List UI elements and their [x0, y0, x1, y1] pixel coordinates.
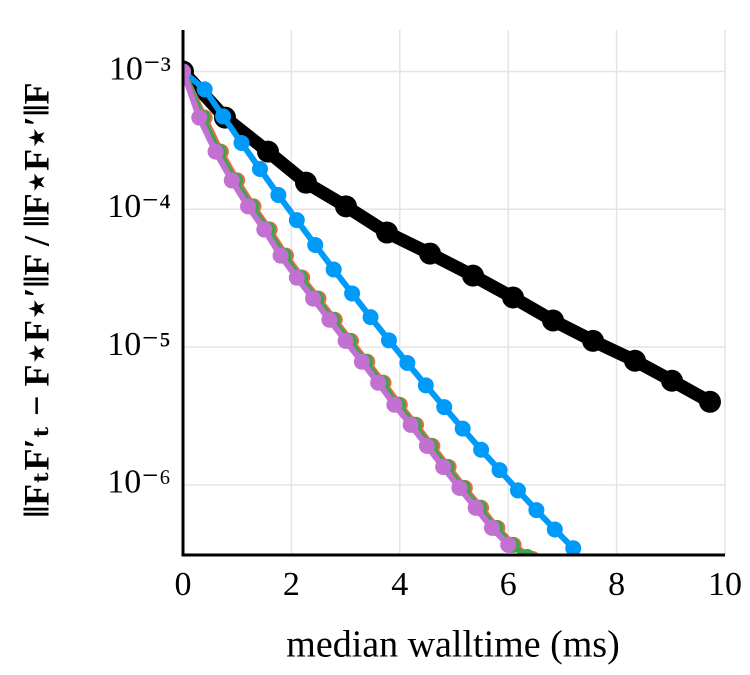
- x-tick-label: 10: [708, 566, 742, 603]
- data-point: [307, 236, 324, 253]
- series-line: [183, 69, 576, 551]
- y-tick-label: 10⁻⁶: [107, 464, 171, 501]
- data-point: [491, 462, 508, 479]
- data-point: [223, 172, 240, 189]
- x-tick-label: 8: [608, 566, 625, 603]
- data-point: [565, 540, 582, 555]
- data-point: [305, 290, 322, 307]
- data-point: [386, 396, 403, 413]
- data-point: [240, 198, 257, 215]
- data-point: [256, 140, 279, 163]
- data-point: [509, 482, 526, 499]
- data-point: [454, 420, 471, 437]
- data-point: [528, 502, 545, 519]
- x-tick-label: 0: [175, 566, 192, 603]
- data-point: [462, 264, 485, 287]
- data-point: [325, 261, 342, 278]
- data-point: [436, 399, 453, 416]
- y-axis-label: ‖FₜF′ₜ − F⋆F⋆′‖F / ‖F⋆F⋆′‖F: [16, 83, 56, 518]
- data-point: [337, 332, 354, 349]
- data-point: [251, 161, 268, 178]
- data-point: [399, 354, 416, 371]
- data-point: [270, 186, 287, 203]
- data-point: [660, 369, 683, 392]
- data-point: [294, 171, 317, 194]
- data-point: [418, 437, 435, 454]
- data-point: [417, 377, 434, 394]
- data-point: [473, 441, 490, 458]
- data-point: [519, 548, 535, 555]
- data-point: [370, 374, 387, 391]
- data-point: [546, 521, 563, 538]
- x-tick-label: 4: [391, 566, 408, 603]
- data-point: [483, 519, 500, 536]
- data-point: [288, 269, 305, 286]
- data-point: [288, 212, 305, 229]
- data-point: [435, 458, 452, 475]
- data-point: [362, 309, 379, 326]
- data-point: [207, 143, 224, 160]
- x-axis-label: median walltime (ms): [286, 624, 619, 666]
- data-point: [542, 309, 565, 332]
- data-point: [272, 247, 289, 264]
- series-line: [183, 70, 511, 547]
- data-point: [183, 63, 191, 80]
- data-point: [191, 109, 208, 126]
- y-tick-label: 10⁻³: [109, 50, 171, 87]
- data-point: [233, 134, 250, 151]
- data-point: [380, 332, 397, 349]
- data-point: [376, 221, 399, 244]
- data-point: [623, 349, 646, 372]
- plot-area: [183, 60, 721, 555]
- data-point: [215, 108, 232, 125]
- data-point: [344, 285, 361, 302]
- data-point: [502, 286, 525, 309]
- data-point: [467, 499, 484, 516]
- data-point: [500, 536, 517, 553]
- data-point: [582, 329, 605, 352]
- data-point: [196, 81, 213, 98]
- data-point: [451, 479, 468, 496]
- data-point: [353, 353, 370, 370]
- y-tick-label: 10⁻⁴: [107, 188, 171, 225]
- x-tick-label: 2: [283, 566, 300, 603]
- y-tick-label: 10⁻⁵: [107, 326, 171, 363]
- data-point: [256, 221, 273, 238]
- data-point: [334, 195, 357, 218]
- data-point: [698, 390, 721, 413]
- data-point: [418, 242, 441, 265]
- data-point: [402, 416, 419, 433]
- x-tick-label: 6: [500, 566, 517, 603]
- data-point: [321, 311, 338, 328]
